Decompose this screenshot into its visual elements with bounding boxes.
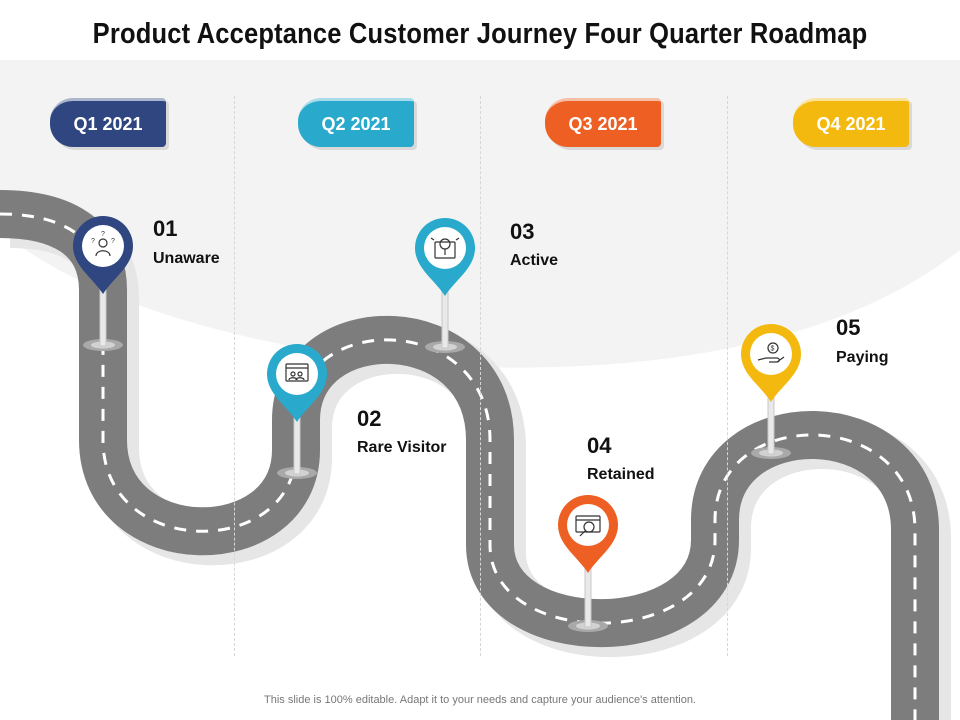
stage-number-04: 04	[587, 433, 612, 458]
hand-coin-icon: $	[757, 342, 785, 363]
quarter-divider-3	[727, 96, 728, 656]
quarter-badge-q4: Q4 2021	[793, 98, 909, 147]
stage-label-05: Paying	[836, 349, 889, 366]
quarter-badge-q2: Q2 2021	[298, 98, 414, 147]
location-pin-03	[415, 218, 475, 296]
quarter-divider-2	[480, 96, 481, 656]
confused-person-icon: ? ? ?	[91, 231, 115, 257]
location-pin-02	[267, 344, 327, 422]
stage-number-02: 02	[357, 406, 382, 431]
svg-text:?: ?	[101, 231, 105, 238]
page-title: Product Acceptance Customer Journey Four…	[92, 18, 868, 50]
quarter-badge-q3: Q3 2021	[545, 98, 661, 147]
stage-label-01: Unaware	[153, 250, 220, 267]
road-lane-marks	[0, 212, 917, 720]
location-pin-05: $	[741, 324, 801, 402]
pin-post-04	[568, 565, 608, 632]
location-pin-04	[558, 495, 618, 573]
svg-text:?: ?	[111, 238, 115, 245]
stage-number-05: 05	[836, 315, 861, 340]
pin-post-03	[425, 284, 465, 353]
idea-tablet-icon	[430, 237, 460, 259]
stage-number-01: 01	[153, 216, 178, 241]
footer-note: This slide is 100% editable. Adapt it to…	[264, 694, 696, 706]
quarter-badge-q1: Q1 2021	[50, 98, 166, 147]
browser-search-icon	[575, 515, 601, 537]
stage-number-03: 03	[510, 219, 535, 244]
pin-post-05	[751, 389, 791, 459]
svg-text:$: $	[771, 346, 775, 353]
stage-label-02: Rare Visitor	[357, 439, 447, 456]
svg-text:?: ?	[91, 238, 95, 245]
browser-visitors-icon	[285, 363, 309, 382]
stage-label-04: Retained	[587, 466, 655, 483]
stage-label-03: Active	[510, 252, 559, 269]
location-pin-01: ? ? ?	[73, 216, 133, 294]
quarter-divider-1	[234, 96, 235, 656]
